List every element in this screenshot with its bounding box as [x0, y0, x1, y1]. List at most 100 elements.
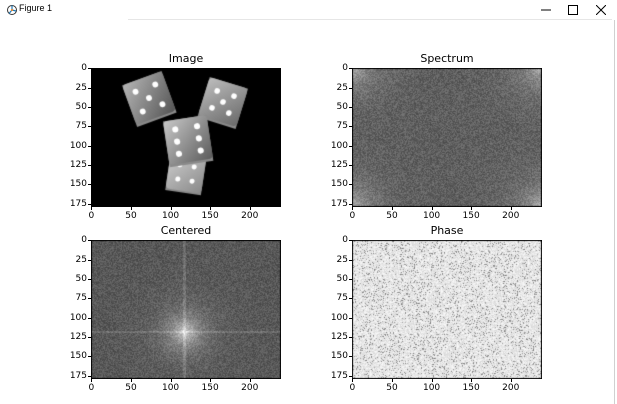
spectrum-xtick-label: 100 — [423, 211, 440, 221]
spectrum-ytick-label: 100 — [331, 141, 348, 151]
centered-xtick-label: 0 — [89, 383, 95, 393]
phase-ytick-mark — [349, 279, 352, 280]
spectrum-ytick-mark — [349, 184, 352, 185]
spectrum-ytick-mark — [349, 146, 352, 147]
spectrum-axes[interactable] — [352, 68, 542, 207]
spectrum-ytick-mark — [349, 126, 352, 127]
centered-xtick-label: 50 — [125, 383, 136, 393]
phase-title: Phase — [431, 224, 464, 237]
spectrum-xtick-mark — [471, 207, 472, 210]
spectrum-ytick-label: 125 — [331, 160, 348, 170]
phase-ytick-label: 100 — [331, 313, 348, 323]
centered-xtick-mark — [171, 379, 172, 382]
spectrum-ytick-label: 0 — [342, 63, 348, 73]
image-ytick-mark — [88, 204, 91, 205]
image-ytick-mark — [88, 126, 91, 127]
phase-ytick-label: 175 — [331, 371, 348, 381]
close-icon — [596, 5, 606, 15]
image-xtick-label: 0 — [89, 211, 95, 221]
centered-ytick-label: 0 — [81, 235, 87, 245]
phase-ytick-mark — [349, 318, 352, 319]
image-ytick-label: 150 — [70, 179, 87, 189]
window-border — [614, 20, 615, 404]
phase-xtick-mark — [432, 379, 433, 382]
centered-ytick-label: 150 — [70, 351, 87, 361]
centered-xtick-label: 200 — [241, 383, 258, 393]
spectrum-ytick-mark — [349, 88, 352, 89]
centered-ytick-label: 175 — [70, 371, 87, 381]
centered-xtick-label: 100 — [162, 383, 179, 393]
centered-ytick-mark — [88, 240, 91, 241]
centered-ytick-label: 75 — [76, 293, 87, 303]
image-xtick-mark — [91, 207, 92, 210]
image-xtick-label: 150 — [202, 211, 219, 221]
centered-title: Centered — [161, 224, 212, 237]
image-title: Image — [169, 52, 203, 65]
phase-xtick-mark — [511, 379, 512, 382]
phase-ytick-mark — [349, 376, 352, 377]
close-button[interactable] — [585, 0, 617, 20]
centered-xtick-label: 150 — [202, 383, 219, 393]
spectrum-ytick-label: 50 — [337, 102, 348, 112]
phase-ytick-mark — [349, 260, 352, 261]
centered-ytick-mark — [88, 260, 91, 261]
spectrum-xtick-label: 150 — [463, 211, 480, 221]
centered-ytick-mark — [88, 298, 91, 299]
phase-ytick-label: 125 — [331, 332, 348, 342]
image-ytick-mark — [88, 146, 91, 147]
spectrum-xtick-mark — [511, 207, 512, 210]
phase-xtick-label: 50 — [386, 383, 397, 393]
spectrum-xtick-label: 0 — [350, 211, 356, 221]
image-xtick-mark — [131, 207, 132, 210]
image-xtick-label: 100 — [162, 211, 179, 221]
phase-axes[interactable] — [352, 240, 542, 379]
spectrum-ytick-mark — [349, 68, 352, 69]
spectrum-xtick-mark — [432, 207, 433, 210]
spectrum-ytick-label: 150 — [331, 179, 348, 189]
phase-xtick-label: 100 — [423, 383, 440, 393]
image-ytick-mark — [88, 107, 91, 108]
centered-axes[interactable] — [91, 240, 281, 379]
image-ytick-label: 0 — [81, 63, 87, 73]
image-xtick-mark — [171, 207, 172, 210]
phase-ytick-label: 150 — [331, 351, 348, 361]
image-xtick-label: 50 — [125, 211, 136, 221]
image-axes[interactable] — [91, 68, 281, 207]
image-ytick-mark — [88, 184, 91, 185]
phase-xtick-label: 200 — [502, 383, 519, 393]
centered-ytick-mark — [88, 356, 91, 357]
spectrum-ytick-label: 175 — [331, 199, 348, 209]
phase-ytick-label: 25 — [337, 255, 348, 265]
image-xtick-label: 200 — [241, 211, 258, 221]
image-ytick-label: 175 — [70, 199, 87, 209]
image-ytick-label: 25 — [76, 83, 87, 93]
image-ytick-mark — [88, 88, 91, 89]
phase-xtick-mark — [471, 379, 472, 382]
image-ytick-label: 125 — [70, 160, 87, 170]
phase-xtick-label: 150 — [463, 383, 480, 393]
phase-ytick-label: 75 — [337, 293, 348, 303]
image-ytick-label: 50 — [76, 102, 87, 112]
spectrum-ytick-label: 75 — [337, 121, 348, 131]
phase-xtick-mark — [352, 379, 353, 382]
phase-ytick-mark — [349, 298, 352, 299]
image-xtick-mark — [250, 207, 251, 210]
centered-ytick-label: 50 — [76, 274, 87, 284]
centered-xtick-mark — [250, 379, 251, 382]
spectrum-ytick-mark — [349, 165, 352, 166]
centered-ytick-mark — [88, 337, 91, 338]
spectrum-xtick-label: 200 — [502, 211, 519, 221]
spectrum-xtick-mark — [352, 207, 353, 210]
image-ytick-label: 75 — [76, 121, 87, 131]
spectrum-ytick-label: 25 — [337, 83, 348, 93]
phase-ytick-mark — [349, 337, 352, 338]
centered-xtick-mark — [91, 379, 92, 382]
matplotlib-figure-icon — [6, 4, 18, 16]
centered-xtick-mark — [131, 379, 132, 382]
spectrum-ytick-mark — [349, 107, 352, 108]
window-title: Figure 1 — [19, 3, 52, 13]
spectrum-title: Spectrum — [420, 52, 473, 65]
centered-ytick-label: 25 — [76, 255, 87, 265]
phase-ytick-label: 50 — [337, 274, 348, 284]
centered-ytick-label: 100 — [70, 313, 87, 323]
